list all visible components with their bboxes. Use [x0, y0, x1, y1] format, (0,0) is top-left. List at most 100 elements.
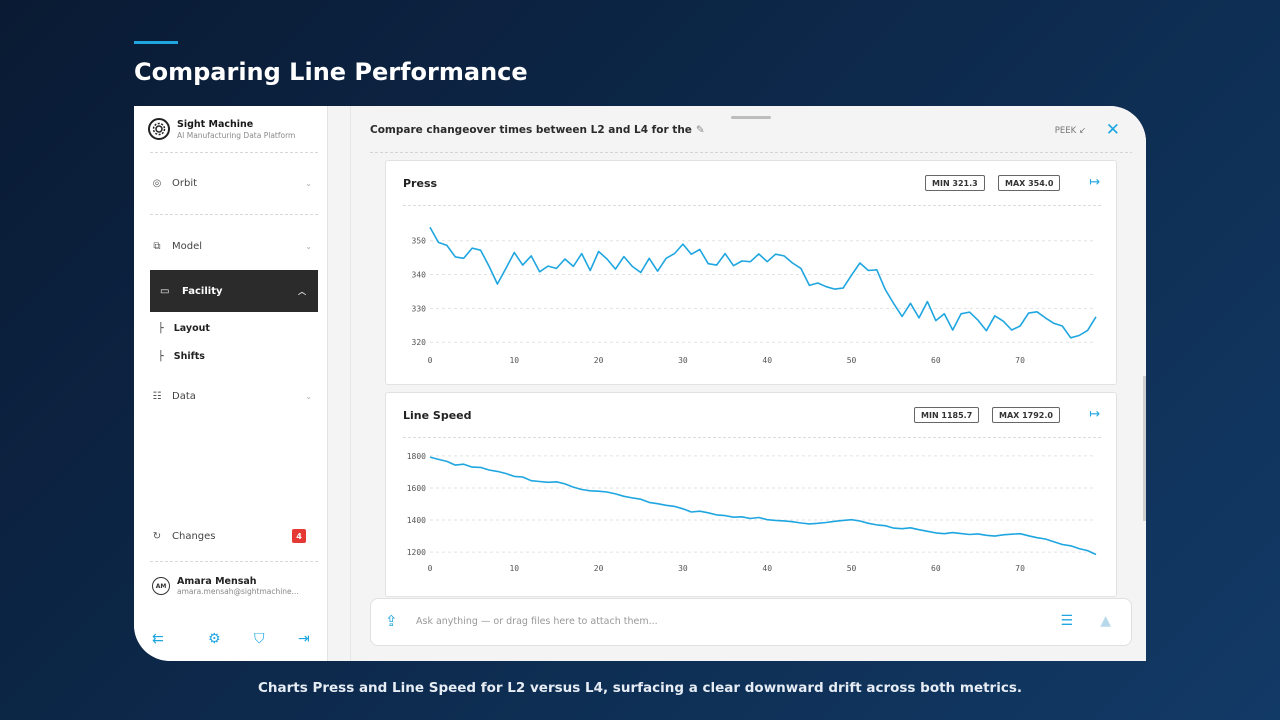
chevron-down-icon: ⌄	[305, 178, 312, 188]
sidebar-item-changes[interactable]: ↻ Changes 4	[150, 524, 318, 548]
sight-machine-logo-icon	[148, 118, 170, 140]
y-tick-label: 320	[412, 338, 427, 347]
brand-name: Sight Machine	[177, 118, 254, 130]
slide-title: Comparing Line Performance	[134, 58, 528, 86]
x-tick-label: 10	[509, 564, 519, 573]
close-icon[interactable]: ✕	[1105, 120, 1120, 140]
refresh-icon: ↻	[152, 530, 162, 542]
line-speed-line-chart: 1200 1400 1600 1800 0 10 20 30 40 50 60 70	[407, 452, 1097, 573]
x-tick-label: 70	[1015, 564, 1025, 573]
tree-branch-icon: ├	[158, 351, 164, 362]
peek-button[interactable]: PEEK ↙	[1055, 126, 1086, 136]
x-tick-label: 20	[594, 356, 604, 365]
sidebar-item-data[interactable]: ☷ Data ⌄	[150, 384, 318, 408]
x-tick-label: 40	[762, 356, 772, 365]
x-tick-label: 30	[678, 356, 688, 365]
chat-input-bar[interactable]: ⇪ Ask anything — or drag files here to a…	[370, 598, 1132, 646]
sidebar-subitem-shifts[interactable]: ├ Shifts	[158, 351, 205, 362]
user-profile[interactable]: AM Amara Mensah amara.mensah@sightmachin…	[152, 576, 299, 596]
sidebar-item-label: Changes	[172, 530, 216, 542]
y-tick-label: 1400	[407, 516, 426, 525]
chart-title: Press	[403, 177, 438, 190]
x-tick-label: 0	[428, 356, 433, 365]
user-name: Amara Mensah	[177, 576, 257, 587]
max-badge: MAX 1792.0	[992, 407, 1060, 423]
model-icon: ⧉	[153, 240, 161, 252]
chart-card-line-speed: Line Speed MIN 1185.7 MAX 1792.0 ↦ 1200 1…	[385, 392, 1117, 597]
y-tick-label: 350	[412, 237, 427, 246]
send-icon[interactable]: ▲	[1100, 613, 1111, 629]
brand[interactable]: Sight Machine AI Manufacturing Data Plat…	[148, 118, 295, 140]
x-tick-label: 20	[594, 564, 604, 573]
x-tick-label: 70	[1015, 356, 1025, 365]
collapse-sidebar-icon[interactable]: ⇇	[152, 631, 164, 647]
chat-input-placeholder[interactable]: Ask anything — or drag files here to att…	[416, 616, 658, 627]
settings-gear-icon[interactable]: ⚙	[208, 631, 221, 647]
brand-subtitle: AI Manufacturing Data Platform	[177, 130, 296, 140]
x-tick-label: 50	[847, 564, 857, 573]
sidebar-item-label: Data	[172, 390, 196, 402]
expand-arrow-icon[interactable]: ↦	[1089, 407, 1100, 422]
query-title: Compare changeover times between L2 and …	[370, 124, 705, 136]
expand-arrow-icon[interactable]: ↦	[1089, 175, 1100, 190]
peek-label: PEEK	[1054, 126, 1077, 136]
y-tick-label: 340	[412, 271, 427, 280]
logout-icon[interactable]: ⇥	[298, 631, 310, 647]
divider	[403, 437, 1103, 438]
divider	[150, 561, 318, 562]
data-icon: ☷	[152, 390, 162, 402]
scrollbar[interactable]	[1143, 376, 1146, 521]
sidebar: Sight Machine AI Manufacturing Data Plat…	[134, 106, 328, 661]
x-tick-label: 60	[931, 356, 941, 365]
x-tick-label: 30	[678, 564, 688, 573]
title-accent-bar	[134, 41, 178, 44]
sidebar-subitem-label: Shifts	[173, 351, 205, 362]
sidebar-item-facility[interactable]: ▭ Facility ︿	[150, 270, 318, 312]
series-line	[429, 456, 1097, 556]
sidebar-item-label: Facility	[182, 285, 223, 297]
divider	[150, 152, 318, 153]
user-email: amara.mensah@sightmachine...	[177, 587, 299, 596]
text-lines-icon[interactable]: ☰	[1060, 613, 1073, 629]
y-tick-label: 1200	[407, 548, 426, 557]
query-text: Compare changeover times between L2 and …	[370, 124, 692, 136]
edit-pencil-icon[interactable]: ✎	[695, 124, 705, 136]
x-tick-label: 0	[428, 564, 433, 573]
chart-card-press: Press MIN 321.3 MAX 354.0 ↦ 320 330 340 350…	[385, 160, 1117, 385]
app-window: Sight Machine AI Manufacturing Data Plat…	[134, 106, 1146, 661]
facility-icon: ▭	[160, 285, 170, 297]
tree-branch-icon: ├	[158, 323, 164, 334]
x-tick-label: 10	[509, 356, 519, 365]
drag-handle[interactable]	[731, 116, 771, 119]
x-tick-label: 50	[847, 356, 857, 365]
changes-count-badge: 4	[292, 529, 306, 543]
peek-arrow-icon: ↙	[1078, 126, 1086, 136]
upload-icon[interactable]: ⇪	[385, 612, 398, 630]
series-line	[429, 226, 1097, 339]
x-tick-label: 40	[762, 564, 772, 573]
sidebar-subitem-layout[interactable]: ├ Layout	[158, 323, 210, 334]
avatar: AM	[152, 577, 170, 595]
x-tick-label: 60	[931, 564, 941, 573]
main-panel: Compare changeover times between L2 and …	[350, 106, 1146, 661]
sidebar-footer: ⇇ ⚙ ⛉ ⇥	[134, 631, 328, 653]
shield-check-icon[interactable]: ⛉	[254, 631, 265, 647]
divider	[370, 152, 1132, 153]
sidebar-item-label: Model	[172, 240, 203, 252]
sidebar-item-model[interactable]: ⧉ Model ⌄	[150, 234, 318, 258]
divider	[403, 205, 1103, 206]
chevron-down-icon: ⌄	[305, 391, 312, 401]
sidebar-item-label: Orbit	[172, 177, 198, 189]
orbit-icon: ◎	[152, 177, 162, 189]
y-tick-label: 330	[412, 304, 427, 313]
press-line-chart: 320 330 340 350 0 10 20 30 40 50 60 70	[412, 226, 1097, 365]
chevron-down-icon: ⌄	[305, 241, 312, 251]
sidebar-subitem-label: Layout	[173, 323, 210, 334]
sidebar-item-orbit[interactable]: ◎ Orbit ⌄	[150, 171, 318, 195]
y-tick-label: 1800	[407, 452, 426, 461]
max-badge: MAX 354.0	[998, 175, 1061, 191]
min-badge: MIN 321.3	[925, 175, 985, 191]
y-tick-label: 1600	[407, 484, 426, 493]
slide-caption: Charts Press and Line Speed for L2 versu…	[257, 680, 1022, 696]
min-badge: MIN 1185.7	[914, 407, 980, 423]
